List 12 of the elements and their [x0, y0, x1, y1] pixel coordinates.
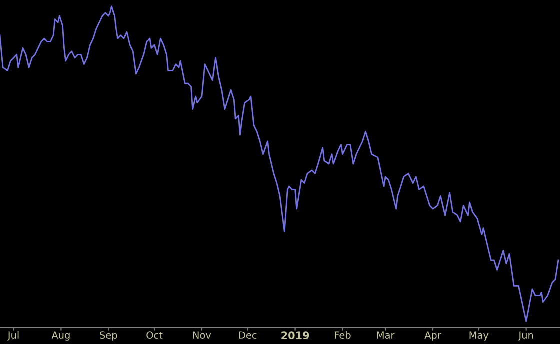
x-tick-label: Aug [52, 332, 70, 341]
x-tick-label: Jul [7, 331, 19, 341]
x-tick-label: Nov [193, 332, 212, 339]
x-tick-label: Jun [518, 332, 534, 341]
x-tick-label: Dec [239, 332, 257, 339]
x-tick-label: May [470, 332, 489, 341]
x-tick-label: Apr [424, 332, 442, 341]
x-tick-label: 2019 [282, 332, 310, 340]
x-tick-label: Oct [146, 332, 163, 339]
x-tick-label: Feb [335, 331, 351, 339]
x-tick-label: Mar [377, 332, 395, 339]
x-tick-label: Sep [100, 332, 118, 341]
